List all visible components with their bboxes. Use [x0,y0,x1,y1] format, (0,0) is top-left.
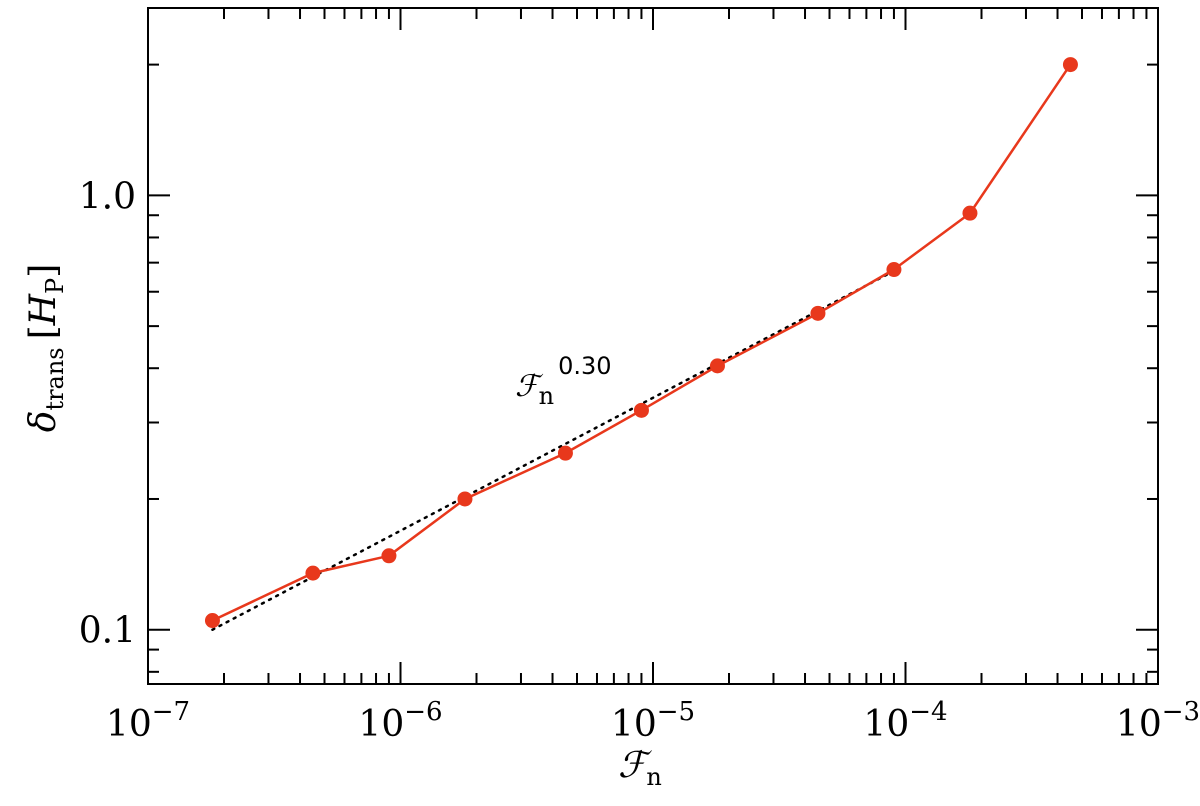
data-point [457,491,473,507]
data-point [962,205,978,221]
data-point [886,262,902,278]
series-line [211,63,1072,622]
data-point [305,565,321,581]
y-tick-label: 0.1 [79,611,136,652]
y-axis-title: δtrans[HP] [23,264,69,433]
x-tick-label: 10−3 [1116,697,1200,745]
x-tick-label: 10−5 [611,697,695,745]
data-point [633,402,649,418]
x-tick-label: 10−7 [106,697,190,745]
data-point [381,548,397,564]
x-axis-title: ℱn [618,745,662,791]
data-point [810,305,826,321]
data-point [204,613,220,629]
plot-frame [147,7,1159,685]
x-tick-label: 10−6 [358,697,442,745]
data-point [709,358,725,374]
data-series [204,57,1078,631]
data-point [557,445,573,461]
axis-ticks [147,8,1158,684]
data-point [1062,57,1078,73]
annotation-fit-label: ℱn0.30 [515,352,612,410]
x-tick-label: 10−4 [863,697,947,745]
y-tick-label: 1.0 [79,176,136,217]
x-tick-labels: 10−7 10−6 10−5 10−4 10−3 [106,697,1200,745]
y-tick-labels: 0.1 1.0 [79,176,136,651]
